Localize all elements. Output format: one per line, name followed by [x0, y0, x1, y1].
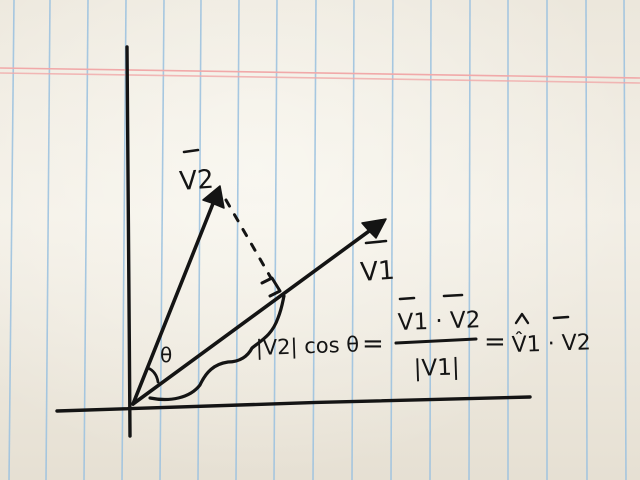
fraction-bar: [394, 337, 478, 345]
vector-v1-arrowhead: [361, 218, 387, 239]
label-v2: V2: [178, 165, 214, 197]
margin-line: [0, 67, 640, 84]
label-denominator: |V1|: [413, 354, 460, 382]
x-axis: [55, 395, 532, 413]
vector-v2-shaft: [131, 194, 218, 406]
vector-v1-shaft: [131, 224, 378, 406]
projection-brace: [148, 294, 286, 402]
label-projection: |V2| cos θ: [255, 332, 359, 361]
label-numerator: V1 · V2: [397, 307, 481, 336]
vector-overbars: [182, 148, 570, 320]
label-equals-1: =: [362, 329, 384, 359]
unit-hat: [514, 312, 530, 325]
label-unit-rhs: V̂1 · V2: [511, 329, 591, 358]
label-theta: θ: [160, 343, 172, 367]
vector-v2-arrowhead: [202, 185, 225, 209]
perpendicular-dotted-line: [224, 198, 273, 280]
y-axis: [125, 45, 132, 438]
angle-arc: [146, 366, 160, 384]
label-equals-2: =: [484, 327, 506, 357]
right-angle-marker: [260, 276, 282, 298]
label-v1: V1: [359, 256, 395, 288]
